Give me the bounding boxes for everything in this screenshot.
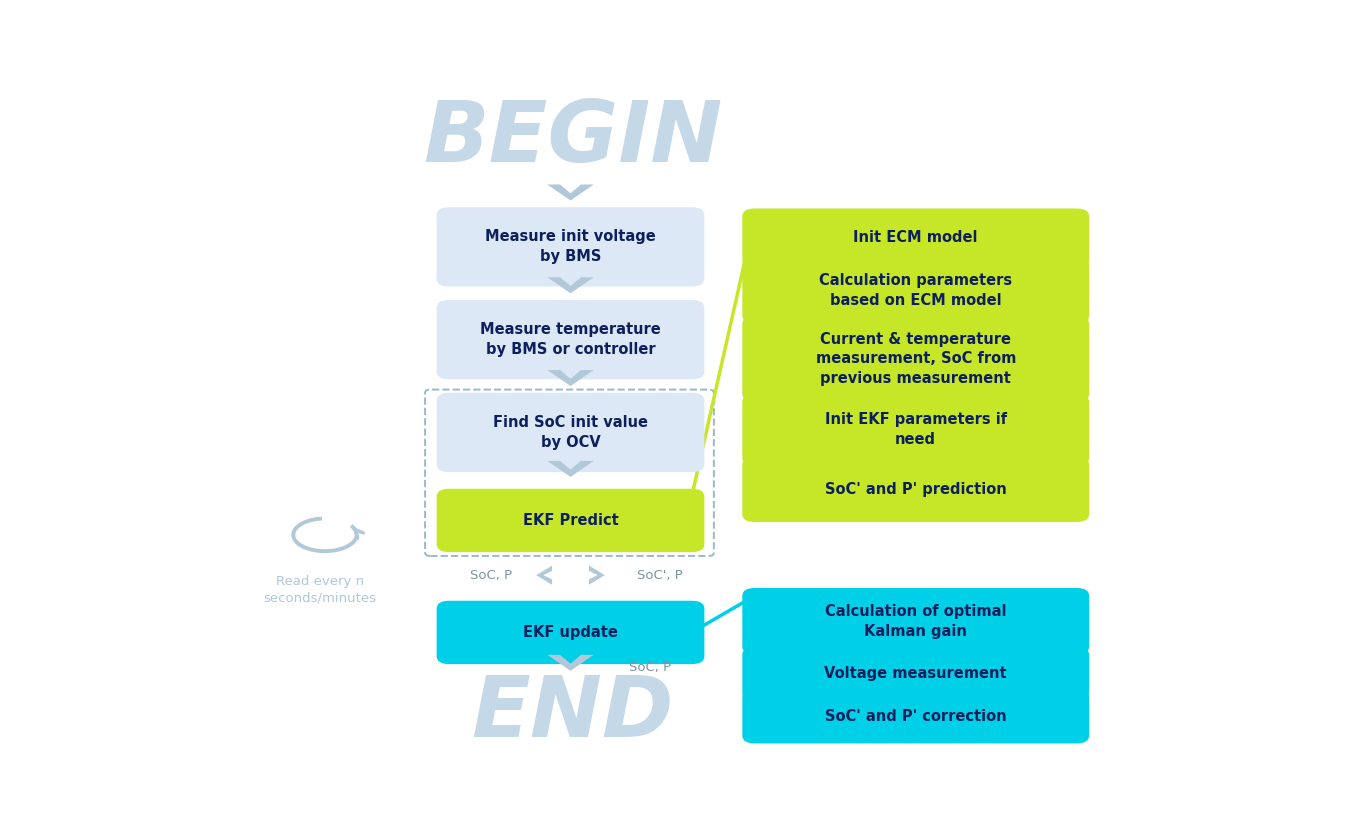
Polygon shape <box>547 655 594 671</box>
Text: SoC' and P' correction: SoC' and P' correction <box>826 709 1006 724</box>
Polygon shape <box>536 566 552 585</box>
FancyBboxPatch shape <box>743 588 1089 655</box>
Text: SoC', P: SoC', P <box>638 568 683 582</box>
Text: Find SoC init value
by OCV: Find SoC init value by OCV <box>494 415 647 450</box>
Text: Init ECM model: Init ECM model <box>854 230 978 245</box>
Polygon shape <box>547 184 594 200</box>
Text: END: END <box>472 672 673 755</box>
FancyBboxPatch shape <box>437 601 704 664</box>
Text: SoC' and P' prediction: SoC' and P' prediction <box>824 482 1006 497</box>
FancyBboxPatch shape <box>743 209 1089 268</box>
Text: SoC, P: SoC, P <box>628 661 670 675</box>
Text: Measure temperature
by BMS or controller: Measure temperature by BMS or controller <box>480 322 661 357</box>
FancyBboxPatch shape <box>743 457 1089 522</box>
Text: Read every n
seconds/minutes: Read every n seconds/minutes <box>264 574 377 604</box>
Text: Calculation parameters
based on ECM model: Calculation parameters based on ECM mode… <box>819 273 1012 307</box>
Polygon shape <box>589 566 605 585</box>
Text: BEGIN: BEGIN <box>423 96 722 179</box>
FancyBboxPatch shape <box>437 300 704 379</box>
Text: Measure init voltage
by BMS: Measure init voltage by BMS <box>486 229 656 264</box>
Polygon shape <box>547 278 594 293</box>
Text: EKF update: EKF update <box>524 625 617 640</box>
FancyBboxPatch shape <box>743 257 1089 323</box>
Text: Init EKF parameters if
need: Init EKF parameters if need <box>824 412 1006 447</box>
Text: EKF Predict: EKF Predict <box>522 513 619 528</box>
Text: SoC, P: SoC, P <box>471 568 513 582</box>
Text: Calculation of optimal
Kalman gain: Calculation of optimal Kalman gain <box>826 604 1006 638</box>
Polygon shape <box>547 370 594 386</box>
FancyBboxPatch shape <box>743 647 1089 701</box>
FancyBboxPatch shape <box>437 489 704 552</box>
FancyBboxPatch shape <box>743 316 1089 401</box>
Text: Voltage measurement: Voltage measurement <box>824 666 1006 681</box>
FancyBboxPatch shape <box>437 207 704 287</box>
Polygon shape <box>547 461 594 477</box>
FancyBboxPatch shape <box>437 393 704 472</box>
FancyBboxPatch shape <box>743 690 1089 744</box>
FancyBboxPatch shape <box>743 394 1089 465</box>
Text: Current & temperature
measurement, SoC from
previous measurement: Current & temperature measurement, SoC f… <box>816 332 1016 386</box>
